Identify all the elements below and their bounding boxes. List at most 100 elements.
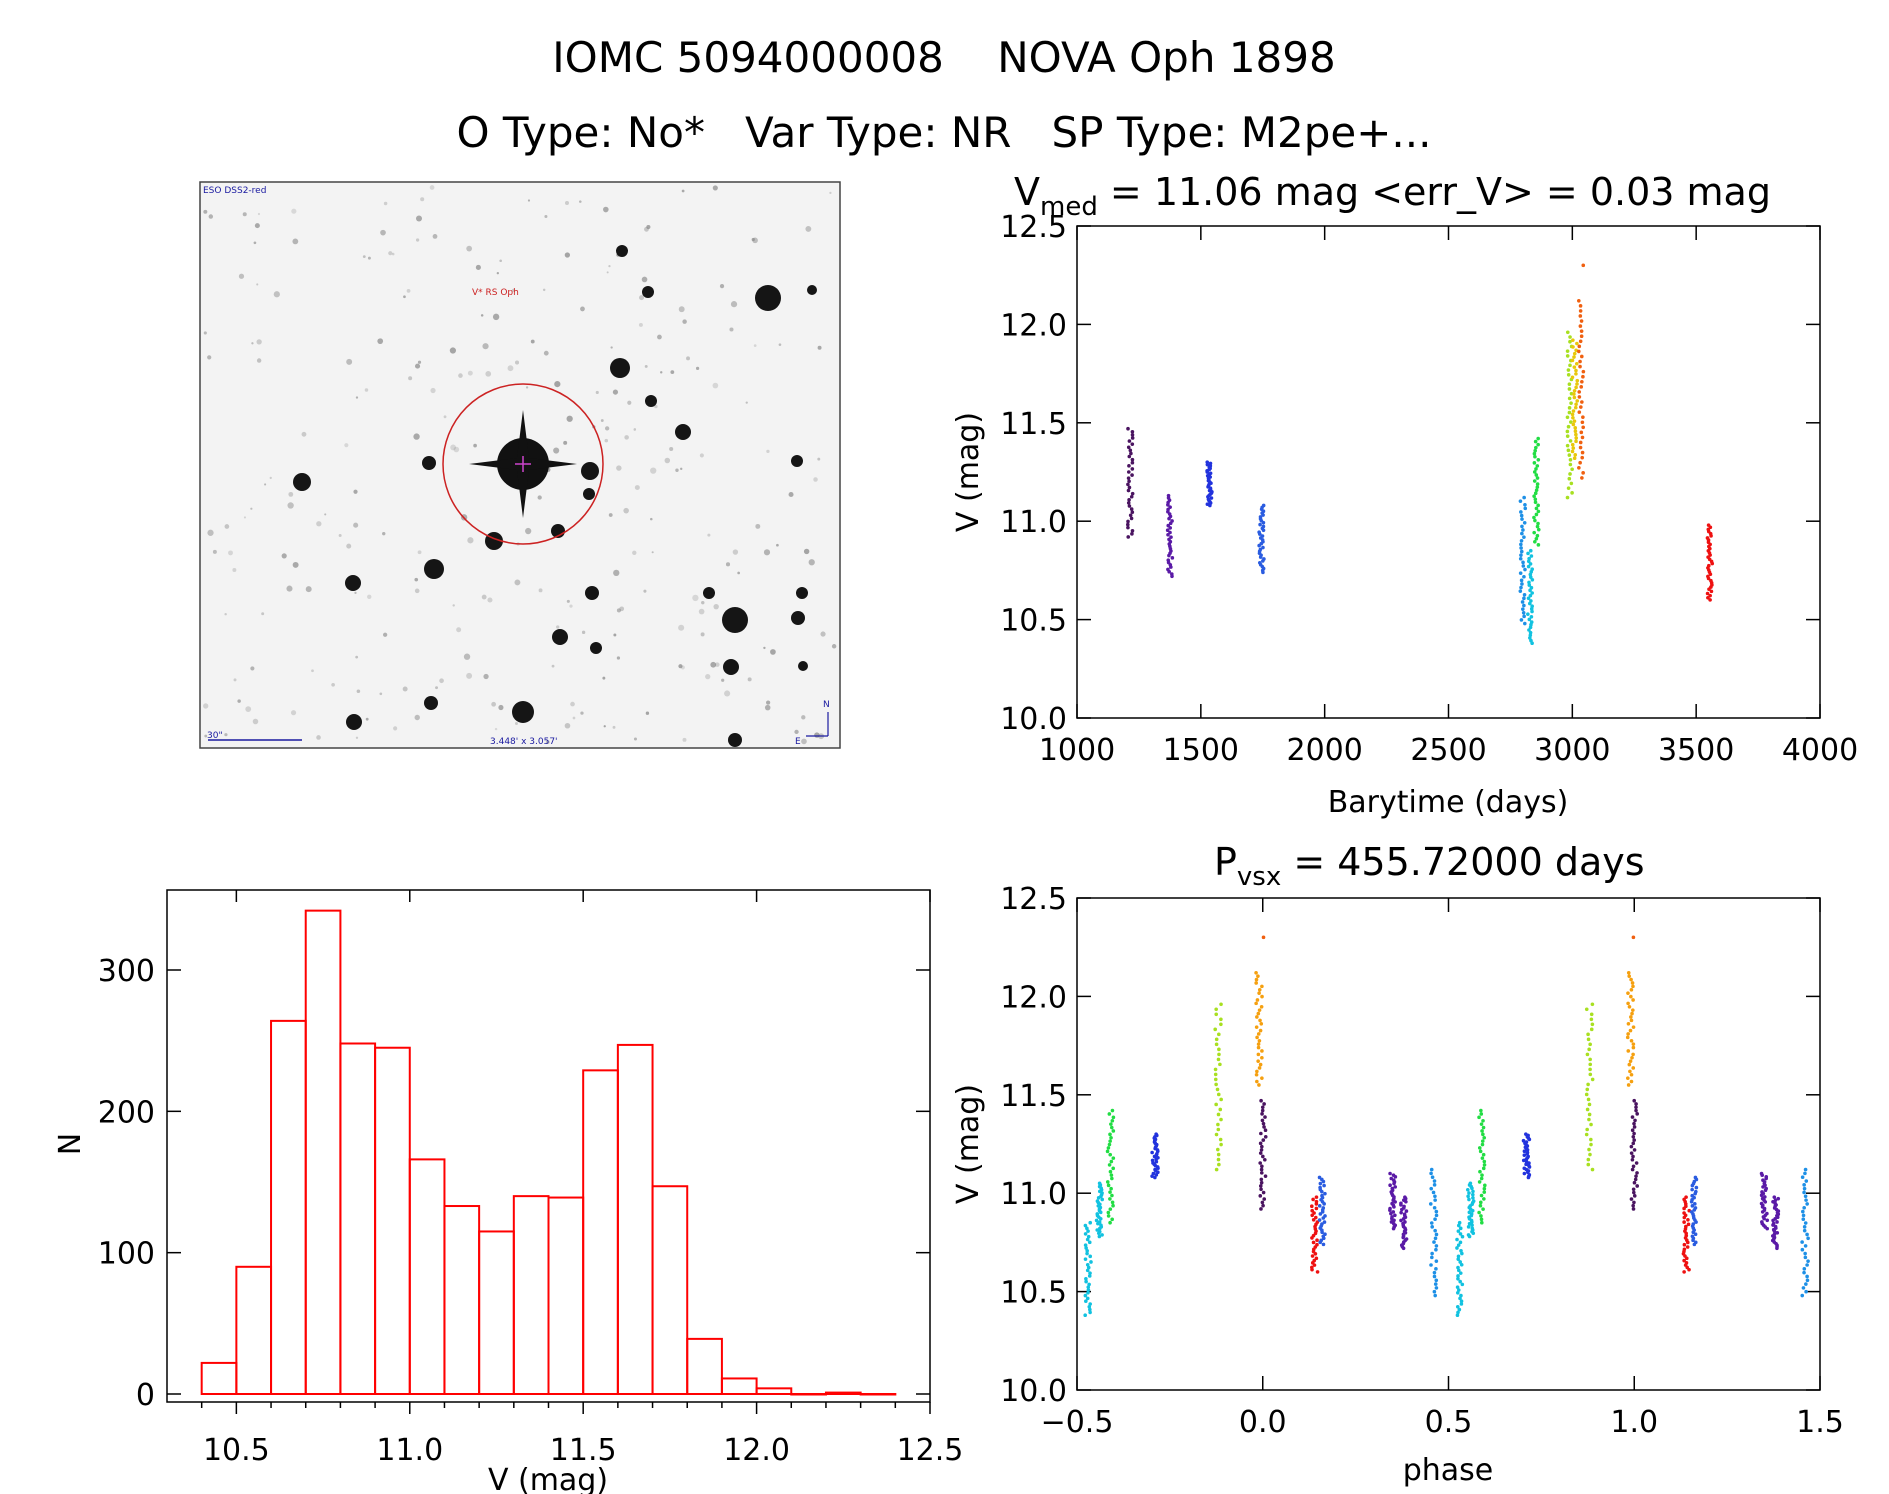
faint-star [250,666,255,671]
lightcurve-point [1166,558,1171,562]
lightcurve-point [1578,445,1583,450]
phased-point [1255,1035,1259,1040]
faint-star [417,360,422,364]
histogram-bar [755,1387,793,1396]
lightcurve-point [1533,454,1537,459]
phased-point [1390,1201,1394,1206]
faint-star [627,400,632,405]
lightcurve-point [1536,457,1541,462]
phased-point [1085,1226,1089,1231]
phased-point [1772,1232,1777,1237]
phased-point [1433,1228,1437,1233]
lightcurve-point [1568,439,1573,443]
phased-point-group [1625,970,1636,1087]
phased-point [1390,1215,1394,1219]
faint-star [563,440,568,445]
faint-star [480,314,484,317]
faint-star [207,529,214,536]
phased-point [1088,1254,1093,1259]
phased-point [1108,1190,1112,1194]
phased-point-group [1261,935,1266,940]
phased-point [1629,1079,1634,1084]
phased-point [1527,1163,1531,1168]
faint-star [543,350,549,356]
lightcurve-point [1534,536,1539,541]
faint-star [641,276,648,283]
phased-point [1430,1251,1434,1256]
phased-point [1255,1015,1259,1019]
faint-star [747,677,752,682]
faint-star [752,237,758,244]
lightcurve-point [1569,481,1574,486]
lightcurve-point [1258,515,1263,519]
phased-point [1214,1132,1219,1137]
faint-star [443,415,447,419]
phased-point [1315,1242,1319,1247]
lightcurve-point [1577,349,1581,354]
phased-point [1323,1191,1327,1196]
histogram-bar [582,1069,619,1395]
lightcurve-point [1572,355,1576,359]
phased-point [1628,1059,1633,1063]
phased-point [1465,1188,1470,1192]
ph-ytick-label: 11.0 [1000,1177,1067,1212]
phased-point [1524,1140,1529,1144]
phased-point [1804,1282,1808,1286]
lightcurve-point [1574,368,1578,373]
phased-point [1632,1190,1636,1195]
lightcurve-point [1258,547,1263,552]
phased-point [1629,977,1633,982]
lightcurve-point [1521,607,1525,611]
lightcurve-point [1535,482,1540,486]
lightcurve-point [1528,588,1532,593]
phased-point [1630,981,1635,985]
phased-point [1481,1166,1486,1171]
lightcurve-point [1533,491,1538,495]
faint-star [242,212,247,217]
faint-star [379,692,383,696]
faint-star [763,549,771,556]
faint-star [538,588,543,593]
faint-star [650,467,657,474]
phased-point [1312,1258,1317,1263]
phased-lightcurve-chart: Pvsx = 455.72000 days −0.5 0.0 0.5 1.0 1.5 1… [951,840,1844,1488]
faint-star [430,387,436,394]
faint-star [544,215,548,219]
phased-point [1481,1125,1486,1130]
phased-point [1322,1183,1326,1188]
lightcurve-point [1580,435,1585,440]
lightcurve-point [1166,523,1171,528]
lightcurve-point [1127,464,1131,468]
phased-point [1262,1102,1266,1106]
faint-star [414,588,420,594]
phased-point [1775,1220,1779,1224]
phased-point [1478,1149,1483,1154]
lightcurve-point [1574,385,1578,390]
faint-star [729,327,734,332]
phased-point [1632,1200,1636,1205]
phased-point-group [1477,1108,1487,1225]
phased-point [1263,1174,1268,1178]
faint-star [564,722,571,729]
faint-star [579,200,582,203]
phased-point [1323,1232,1327,1237]
phased-point [1456,1268,1461,1273]
phased-point [1097,1181,1102,1186]
lightcurve-point [1532,470,1537,474]
phased-point [1314,1215,1318,1220]
phased-point [1314,1199,1319,1204]
phased-point [1259,1177,1264,1182]
field-star [293,473,311,491]
faint-star [707,533,711,537]
phased-point [1214,1007,1218,1012]
phased-point [1254,970,1258,975]
faint-star [487,597,493,603]
phased-point-group [1455,1220,1465,1318]
lightcurve-point [1130,442,1135,446]
faint-star [698,608,705,615]
lightcurve-point [1530,609,1534,614]
phased-point [1694,1185,1699,1190]
lightcurve-point [1571,422,1576,427]
phased-point [1631,1203,1635,1208]
faint-star [764,704,771,711]
